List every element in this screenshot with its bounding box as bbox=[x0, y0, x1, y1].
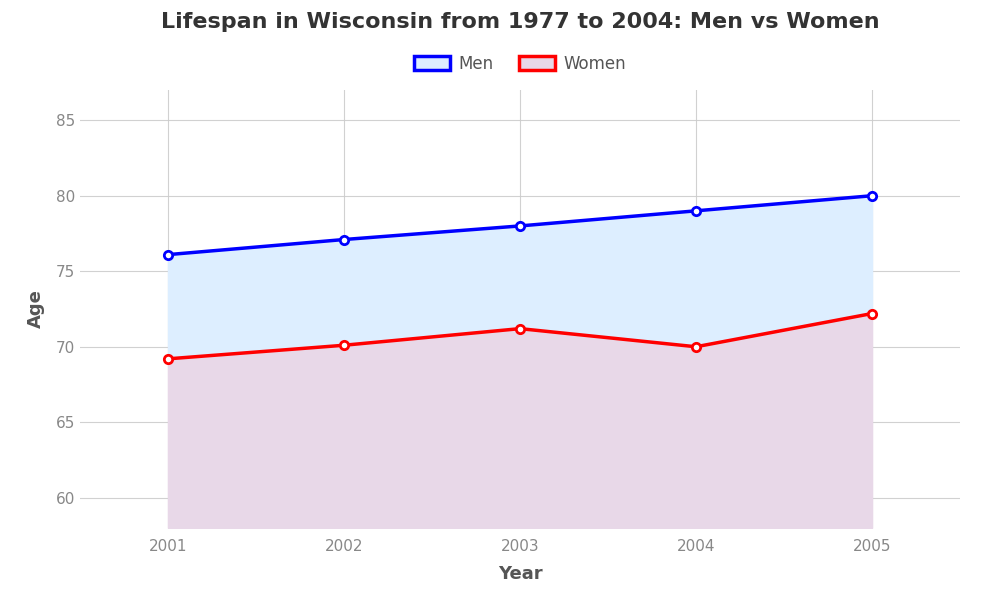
Title: Lifespan in Wisconsin from 1977 to 2004: Men vs Women: Lifespan in Wisconsin from 1977 to 2004:… bbox=[161, 11, 879, 31]
Women bbox=[162, 355, 174, 362]
Line: Women: Women bbox=[164, 310, 876, 363]
Men bbox=[162, 251, 174, 258]
Men bbox=[866, 192, 878, 199]
Men bbox=[690, 207, 702, 214]
Women bbox=[338, 341, 350, 349]
X-axis label: Year: Year bbox=[498, 565, 542, 583]
Y-axis label: Age: Age bbox=[27, 290, 45, 328]
Men bbox=[338, 236, 350, 243]
Men bbox=[514, 223, 526, 230]
Line: Men: Men bbox=[164, 191, 876, 259]
Women bbox=[690, 343, 702, 350]
Legend: Men, Women: Men, Women bbox=[407, 48, 633, 79]
Women bbox=[866, 310, 878, 317]
Women bbox=[514, 325, 526, 332]
